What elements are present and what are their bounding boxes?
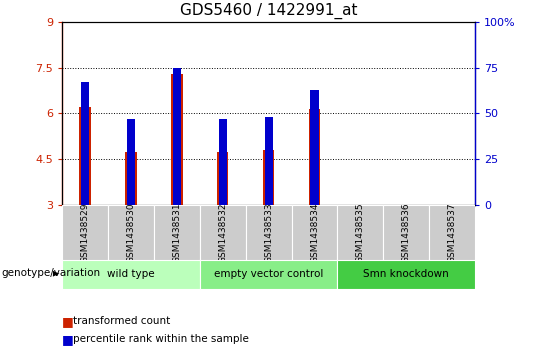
Bar [338,260,475,289]
Polygon shape [53,271,59,277]
Text: GSM1438529: GSM1438529 [80,202,90,262]
Text: wild type: wild type [107,269,155,279]
Bar [310,90,319,205]
Bar [173,68,181,205]
Bar [171,74,183,205]
Bar [217,152,228,205]
Text: GSM1438531: GSM1438531 [172,202,181,263]
Bar [383,205,429,260]
Bar [79,107,91,205]
Bar [62,205,108,260]
Text: ■: ■ [62,315,74,328]
Bar [62,260,200,289]
Text: genotype/variation: genotype/variation [1,268,100,278]
Bar [200,205,246,260]
Bar [309,109,320,205]
Text: Smn knockdown: Smn knockdown [363,269,449,279]
Text: percentile rank within the sample: percentile rank within the sample [73,334,249,344]
Bar [125,152,137,205]
Bar [200,260,338,289]
Text: ■: ■ [62,333,74,346]
Text: GSM1438532: GSM1438532 [218,202,227,262]
Text: GSM1438534: GSM1438534 [310,202,319,262]
Text: GSM1438535: GSM1438535 [356,202,365,263]
Text: empty vector control: empty vector control [214,269,323,279]
Text: GSM1438533: GSM1438533 [264,202,273,263]
Text: transformed count: transformed count [73,316,170,326]
Text: GSM1438537: GSM1438537 [448,202,457,263]
Bar [265,117,273,205]
Bar [108,205,154,260]
Bar [246,205,292,260]
Bar [219,119,227,205]
Bar [263,150,274,205]
Bar [292,205,338,260]
Text: GSM1438536: GSM1438536 [402,202,411,263]
Bar [338,205,383,260]
Text: GSM1438530: GSM1438530 [126,202,136,263]
Bar [154,205,200,260]
Title: GDS5460 / 1422991_at: GDS5460 / 1422991_at [180,3,357,19]
Bar [81,82,89,205]
Bar [429,205,475,260]
Bar [127,119,135,205]
